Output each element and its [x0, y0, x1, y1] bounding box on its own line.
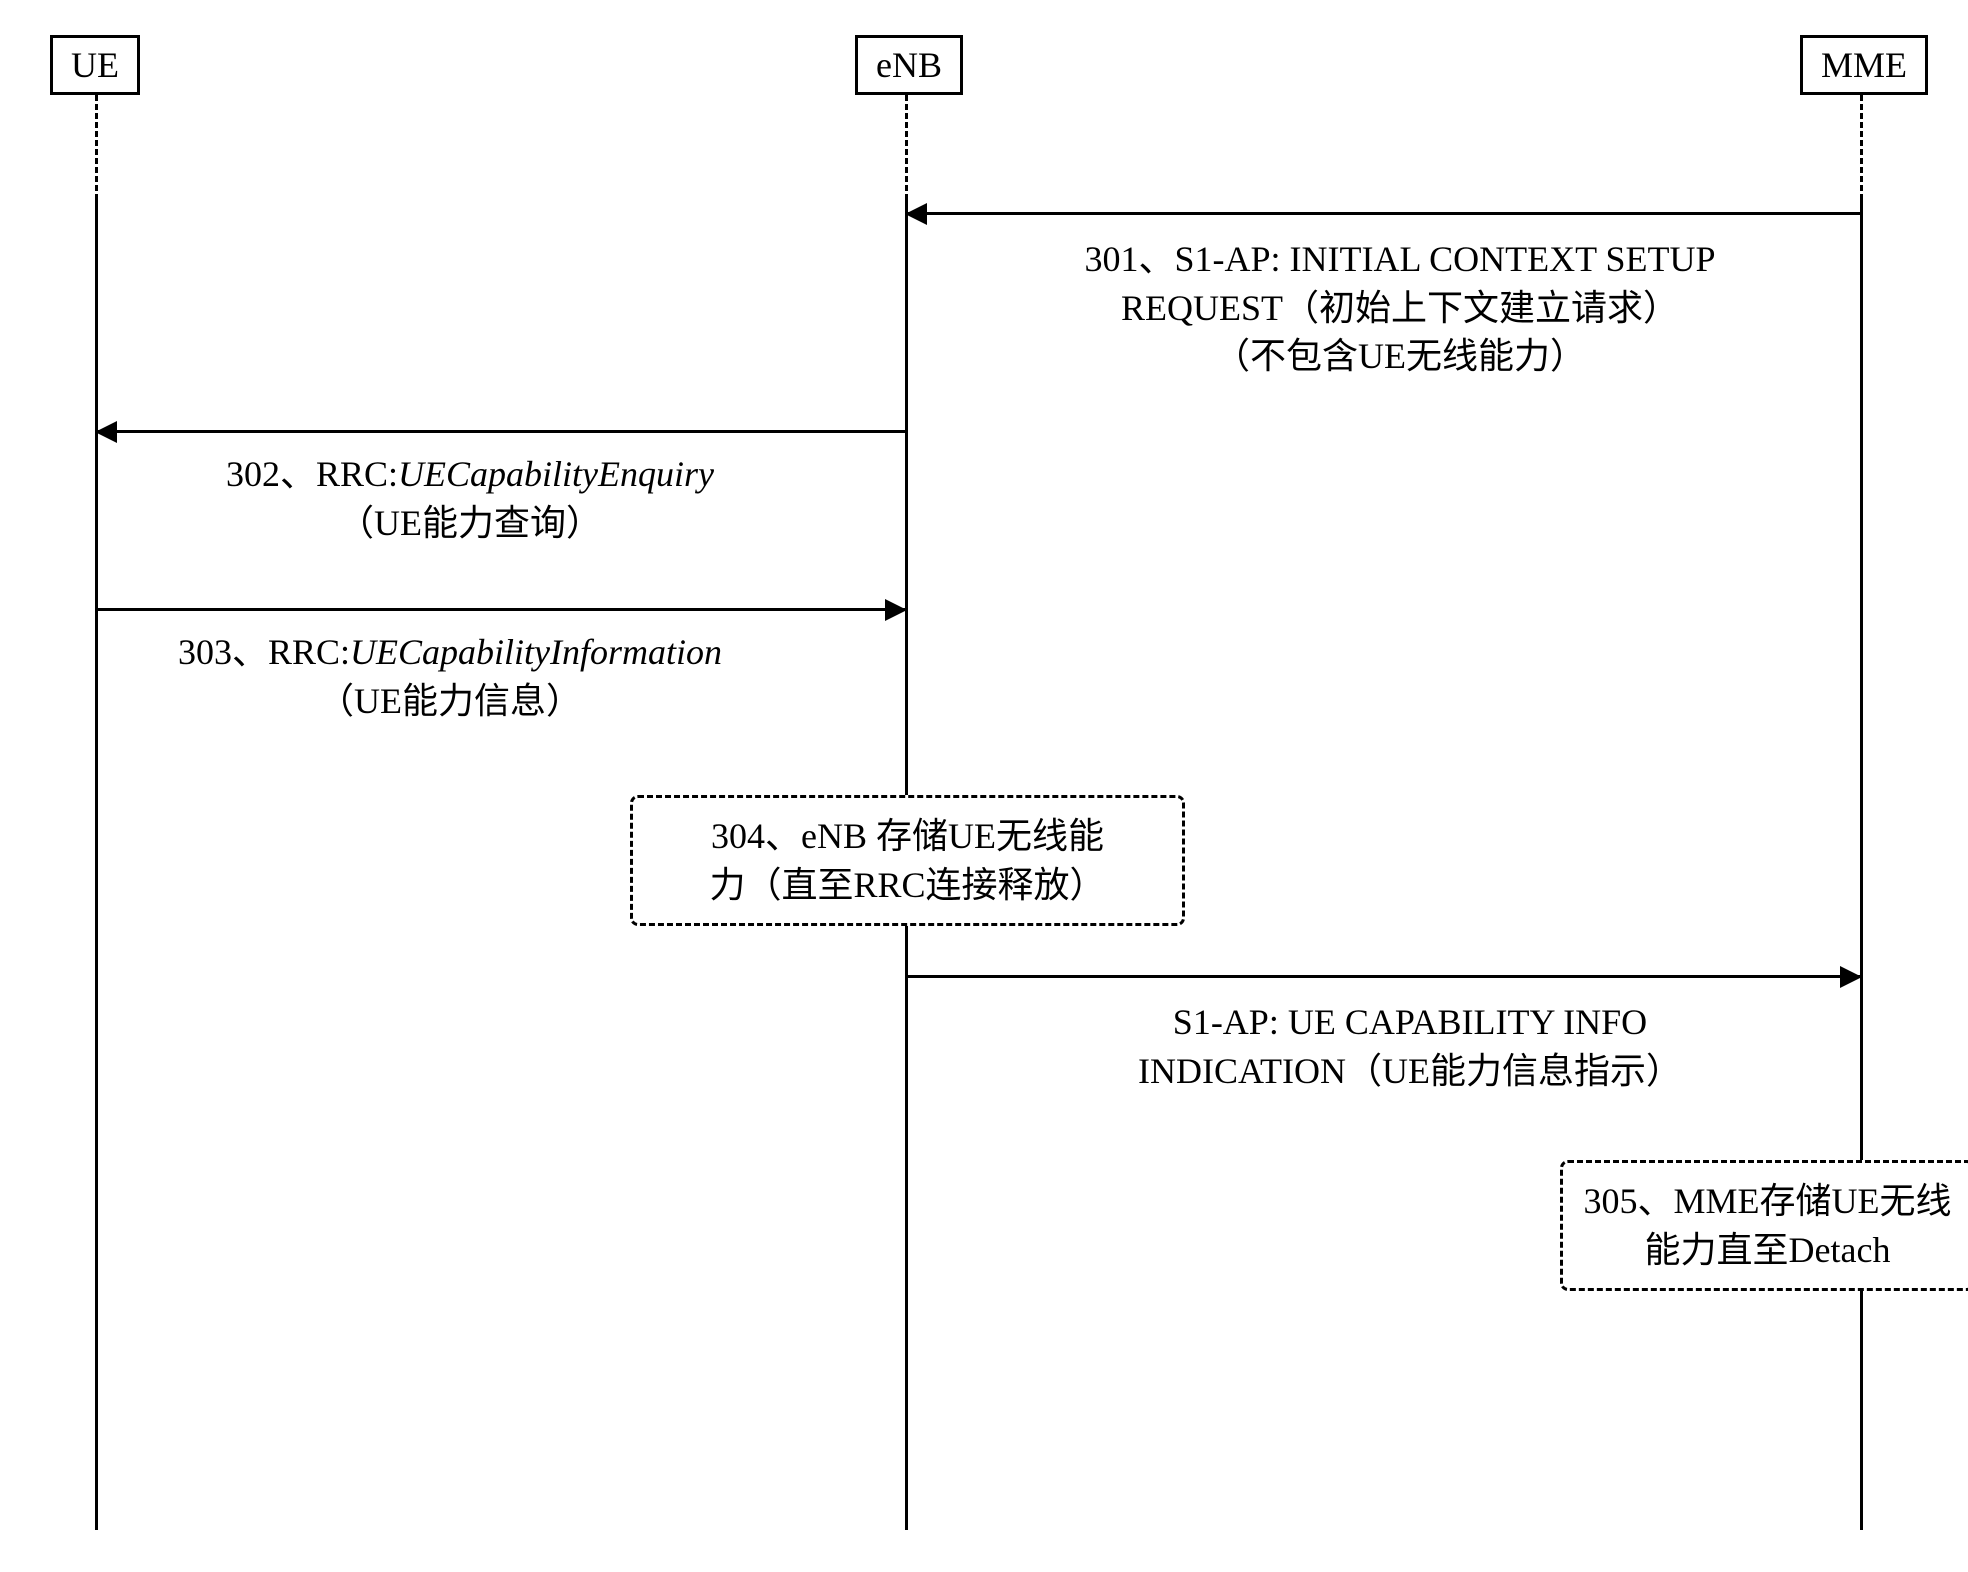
label-s1ap-l2: INDICATION（UE能力信息指示） [1050, 1047, 1770, 1096]
lifeline-enb-dashed [905, 95, 908, 200]
label-303-italic: UECapabilityInformation [350, 632, 722, 672]
label-302-l2: （UE能力查询） [120, 499, 820, 548]
lifeline-mme [1860, 200, 1863, 1530]
label-302: 302、RRC:UECapabilityEnquiry （UE能力查询） [120, 450, 820, 547]
arrow-301 [907, 212, 1860, 215]
note-305: 305、MME存储UE无线 能力直至Detach [1560, 1160, 1968, 1291]
arrow-s1ap [907, 975, 1860, 978]
label-s1ap: S1-AP: UE CAPABILITY INFO INDICATION（UE能… [1050, 998, 1770, 1095]
arrow-302 [97, 430, 905, 433]
label-302-prefix: 302、RRC: [226, 454, 398, 494]
arrow-head-icon [905, 203, 927, 225]
actor-ue: UE [50, 35, 140, 95]
label-302-italic: UECapabilityEnquiry [398, 454, 714, 494]
actor-mme: MME [1800, 35, 1928, 95]
arrow-head-icon [885, 599, 907, 621]
actor-mme-label: MME [1821, 45, 1907, 85]
actor-ue-label: UE [71, 45, 119, 85]
arrow-head-icon [1840, 966, 1862, 988]
note-305-l2: 能力直至Detach [1581, 1226, 1954, 1275]
note-304-l1: 304、eNB 存储UE无线能 [651, 812, 1164, 861]
note-304-l2: 力（直至RRC连接释放） [651, 861, 1164, 910]
label-303-prefix: 303、RRC: [178, 632, 350, 672]
sequence-diagram: UE eNB MME 301、S1-AP: INITIAL CONTEXT SE… [20, 20, 1968, 1552]
label-301-l2: REQUEST（初始上下文建立请求） [960, 284, 1840, 333]
lifeline-mme-dashed [1860, 95, 1863, 200]
actor-enb: eNB [855, 35, 963, 95]
note-305-l1: 305、MME存储UE无线 [1581, 1177, 1954, 1226]
note-304: 304、eNB 存储UE无线能 力（直至RRC连接释放） [630, 795, 1185, 926]
actor-enb-label: eNB [876, 45, 942, 85]
label-301-l1: 301、S1-AP: INITIAL CONTEXT SETUP [960, 235, 1840, 284]
lifeline-ue-dashed [95, 95, 98, 200]
label-303: 303、RRC:UECapabilityInformation （UE能力信息） [80, 628, 820, 725]
label-s1ap-l1: S1-AP: UE CAPABILITY INFO [1050, 998, 1770, 1047]
label-301-l3: （不包含UE无线能力） [960, 332, 1840, 381]
lifeline-ue [95, 200, 98, 1530]
arrow-303 [97, 608, 905, 611]
arrow-head-icon [95, 421, 117, 443]
label-303-l1: 303、RRC:UECapabilityInformation [80, 628, 820, 677]
label-302-l1: 302、RRC:UECapabilityEnquiry [120, 450, 820, 499]
label-303-l2: （UE能力信息） [80, 677, 820, 726]
label-301: 301、S1-AP: INITIAL CONTEXT SETUP REQUEST… [960, 235, 1840, 381]
